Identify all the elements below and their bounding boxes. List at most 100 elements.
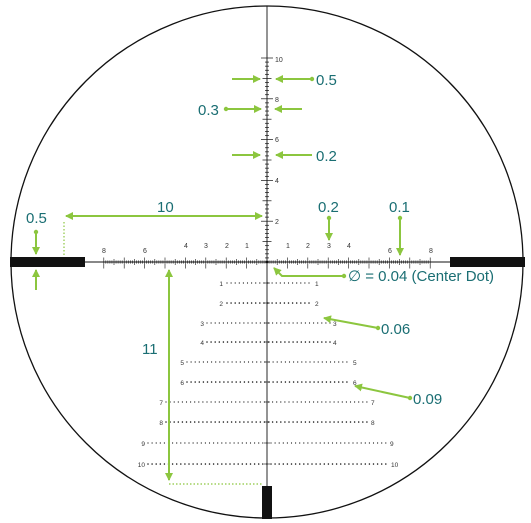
holdover-dot: [180, 463, 182, 465]
holdover-dot: [368, 442, 370, 444]
holdover-dot: [190, 401, 192, 403]
holdover-dot: [196, 442, 198, 444]
holdover-dot: [349, 401, 352, 403]
label-vertical-0-3: 0.3: [198, 102, 219, 119]
holdover-dot: [247, 361, 250, 363]
holdover-dot: [349, 421, 352, 423]
holdover-dot: [194, 361, 196, 363]
holdover-dot: [159, 463, 162, 465]
holdover-dot: [312, 421, 315, 423]
holdover-dot: [198, 421, 200, 423]
holdover-dot: [321, 421, 323, 423]
anchor-0-3: [223, 106, 229, 112]
row-8-left-label: 8: [159, 420, 163, 427]
holdover-dot: [308, 421, 311, 423]
holdover-dot: [300, 322, 302, 324]
holdover-dot: [198, 381, 201, 383]
holdover-dot: [308, 322, 311, 324]
holdover-dot: [294, 463, 297, 465]
holdover-dot: [194, 381, 196, 383]
holdover-dot: [226, 401, 229, 403]
row-7-right-label: 7: [371, 400, 375, 407]
callout-labels: 0.5 0.3 0.2 0.5 10 0.2 0.1 ∅ = 0.04 (Cen…: [26, 72, 494, 408]
holdover-dot: [212, 463, 215, 465]
holdover-dot: [333, 401, 335, 403]
h-label-right-2: 2: [306, 243, 310, 250]
holdover-dot: [151, 442, 153, 444]
holdover-dot: [304, 322, 306, 324]
holdover-dot: [337, 401, 339, 403]
h-label-left-4: 4: [184, 243, 188, 250]
row-5-left-label: 5: [180, 360, 184, 367]
holdover-dot: [235, 361, 237, 363]
holdover-dot: [223, 361, 225, 363]
holdover-dot: [259, 282, 261, 284]
holdover-dot: [323, 442, 325, 444]
holdover-dot: [321, 361, 323, 363]
h-label-left-2: 2: [225, 243, 229, 250]
holdover-dot: [362, 421, 364, 423]
row-9-left-label: 9: [141, 441, 145, 448]
holdover-dot: [283, 302, 286, 304]
holdover-dot: [186, 361, 188, 363]
holdover-dot: [360, 463, 362, 465]
holdover-dot: [247, 401, 249, 403]
holdover-dot: [296, 341, 298, 343]
holdover-dot: [256, 361, 258, 363]
holdover-dot: [188, 463, 190, 465]
holdover-dot: [247, 322, 249, 324]
row-3-left-label: 3: [200, 321, 204, 328]
holdover-dot: [321, 401, 323, 403]
holdover-dot: [226, 341, 229, 343]
vertical-scale-labels: 10 8 6 4 2: [275, 57, 283, 226]
row-9-right-label: 9: [390, 441, 394, 448]
vertical-scale-ticks: [261, 57, 273, 259]
holdover-dot: [346, 361, 348, 363]
holdover-dot: [271, 341, 274, 343]
holdover-dot: [275, 302, 277, 304]
holdover-dot: [275, 421, 278, 423]
holdover-dot: [214, 381, 217, 383]
holdover-dot: [325, 322, 327, 324]
holdover-dot: [214, 401, 216, 403]
bottom-post: [262, 486, 272, 519]
holdover-dot: [254, 442, 256, 444]
holdover-dot: [147, 442, 149, 444]
holdover-dot: [181, 401, 183, 403]
holdover-dot: [247, 341, 249, 343]
row-10-left-label: 10: [138, 462, 146, 469]
holdover-dot: [155, 442, 157, 444]
holdover-dot: [362, 401, 364, 403]
h-label-right-1: 1: [286, 243, 290, 250]
holdover-dot: [225, 463, 227, 465]
holdover-dot: [311, 442, 313, 444]
holdover-dot: [163, 463, 166, 465]
holdover-dot: [260, 361, 262, 363]
holdover-dot: [331, 463, 334, 465]
holdover-dot: [313, 381, 315, 383]
holdover-dot: [344, 442, 346, 444]
holdover-dot: [243, 421, 245, 423]
holdover-dot: [246, 282, 249, 284]
holdover-dot: [288, 341, 290, 343]
holdover-dot: [200, 463, 203, 465]
holdover-dot: [185, 421, 188, 423]
label-0-09: 0.09: [413, 391, 442, 408]
holdover-dot: [176, 442, 178, 444]
holdover-dot: [372, 442, 375, 444]
holdover-dot: [210, 401, 212, 403]
holdover-dot: [329, 401, 331, 403]
holdover-dot: [304, 401, 306, 403]
holdover-dot: [237, 463, 239, 465]
holdover-dot: [184, 463, 186, 465]
holdover-dot: [372, 463, 375, 465]
holdover-dot: [366, 401, 368, 403]
holdover-dot: [241, 442, 243, 444]
holdover-dot: [221, 463, 223, 465]
holdover-dot: [325, 381, 328, 383]
holdover-dot: [210, 341, 212, 343]
holdover-dot: [221, 442, 223, 444]
holdover-dot: [279, 302, 282, 304]
holdover-dot: [155, 463, 157, 465]
holdover-dot: [276, 381, 278, 383]
